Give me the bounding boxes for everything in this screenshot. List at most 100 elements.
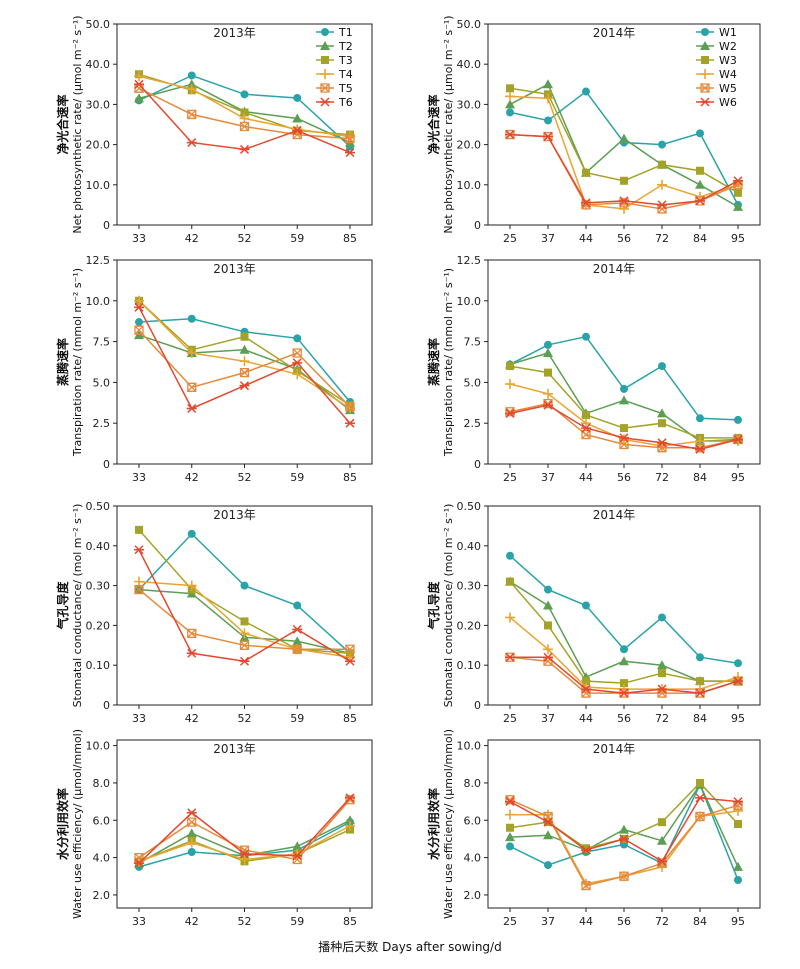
- y-tick-label: 0.30: [457, 580, 482, 593]
- series-T4: [134, 71, 355, 142]
- plot-frame: [487, 739, 761, 909]
- data-point: [345, 793, 355, 803]
- data-point: [505, 408, 515, 418]
- data-point: [657, 438, 667, 448]
- y-axis-label-cn: 水分利用效率: [55, 788, 70, 860]
- data-point: [292, 369, 303, 380]
- data-point: [506, 577, 514, 586]
- data-point: [134, 545, 144, 555]
- data-point: [187, 109, 197, 120]
- series-line: [509, 580, 738, 682]
- data-point: [733, 861, 743, 871]
- data-point: [292, 125, 303, 136]
- data-point: [543, 400, 553, 410]
- data-point: [240, 332, 249, 341]
- y-axis-label-cn: 净光合速率: [426, 94, 441, 154]
- panel-title: 2014年: [593, 508, 636, 522]
- data-point: [543, 600, 553, 610]
- plot-frame: [487, 259, 761, 465]
- data-point: [733, 676, 743, 686]
- x-tick-label: 95: [731, 471, 745, 484]
- data-point: [506, 551, 514, 560]
- data-point: [696, 653, 704, 662]
- x-tick-label: 59: [290, 471, 304, 484]
- x-tick-label: 44: [579, 712, 593, 725]
- legend-marker: [321, 56, 329, 64]
- data-point: [695, 688, 705, 698]
- data-point: [239, 113, 250, 124]
- x-tick-label: 52: [238, 915, 252, 928]
- y-tick-label: 40.0: [457, 58, 482, 71]
- data-point: [345, 644, 355, 654]
- x-tick-label: 44: [579, 915, 593, 928]
- x-tick-label: 52: [238, 232, 252, 245]
- y-tick-label: 0.10: [457, 659, 482, 672]
- x-tick-label: 56: [617, 915, 631, 928]
- y-tick-label: 6.0: [464, 814, 482, 827]
- data-point: [620, 424, 628, 433]
- data-point: [134, 79, 144, 89]
- data-point: [581, 198, 591, 208]
- data-point: [657, 684, 667, 694]
- series-W6: [505, 130, 743, 210]
- data-point: [187, 314, 196, 323]
- x-tick-label: 42: [185, 915, 199, 928]
- data-point: [544, 368, 552, 377]
- data-point: [239, 344, 250, 354]
- data-point: [543, 817, 553, 827]
- y-axis-label-cn: 气孔导度: [426, 581, 441, 631]
- legend-entry: T3: [338, 54, 353, 67]
- data-point: [619, 439, 629, 450]
- y-axis-label-cn: 净光合速率: [55, 94, 70, 154]
- data-point: [187, 848, 196, 856]
- panel-title: 2013年: [213, 742, 256, 756]
- data-point: [733, 176, 743, 186]
- y-tick-label: 0: [474, 219, 481, 232]
- data-point: [658, 140, 666, 149]
- data-point: [345, 148, 355, 158]
- data-point: [345, 402, 355, 412]
- x-tick-label: 85: [343, 471, 357, 484]
- data-point: [239, 381, 250, 391]
- data-point: [134, 93, 144, 103]
- series-W6: [505, 793, 743, 866]
- y-axis-label-en: Net photosynthetic rate/ (μmol m⁻² s⁻¹): [442, 15, 455, 233]
- data-point: [620, 176, 628, 185]
- y-tick-label: 0: [103, 458, 110, 471]
- data-point: [658, 818, 666, 827]
- data-point: [582, 87, 590, 96]
- data-point: [582, 601, 590, 610]
- data-point: [293, 334, 302, 343]
- data-point: [733, 797, 743, 807]
- data-point: [696, 129, 704, 138]
- legend-marker: [320, 41, 330, 50]
- data-point: [134, 302, 144, 312]
- data-point: [239, 854, 250, 865]
- data-point: [505, 99, 515, 109]
- series-W4: [505, 379, 743, 452]
- y-axis-label-en: Stomatal conductance/ (mol m⁻² s⁻¹): [71, 504, 84, 708]
- data-point: [581, 418, 591, 429]
- data-point: [345, 403, 355, 414]
- x-tick-label: 44: [579, 232, 593, 245]
- legend-marker: [701, 56, 709, 64]
- data-point: [134, 584, 144, 595]
- data-point: [619, 203, 629, 214]
- legend-entry: W6: [719, 96, 737, 109]
- chart-panel-1: 0 10.0 20.0 30.0 40.0 50.0 33 42 52 59 85 2013年净光合速…: [55, 15, 373, 245]
- data-point: [186, 648, 197, 658]
- data-point: [619, 871, 629, 881]
- data-point: [292, 848, 303, 859]
- legend-entry: W4: [719, 68, 737, 81]
- y-tick-label: 20.0: [457, 139, 482, 152]
- y-tick-label: 7.5: [93, 336, 111, 349]
- data-point: [695, 793, 705, 803]
- data-point: [186, 403, 197, 414]
- y-tick-label: 0.20: [86, 619, 111, 632]
- legend-marker: [700, 97, 710, 107]
- legend-marker: [701, 28, 709, 36]
- data-point: [696, 166, 704, 175]
- data-point: [505, 797, 515, 807]
- legend-marker: [700, 83, 710, 93]
- series-line: [509, 95, 739, 210]
